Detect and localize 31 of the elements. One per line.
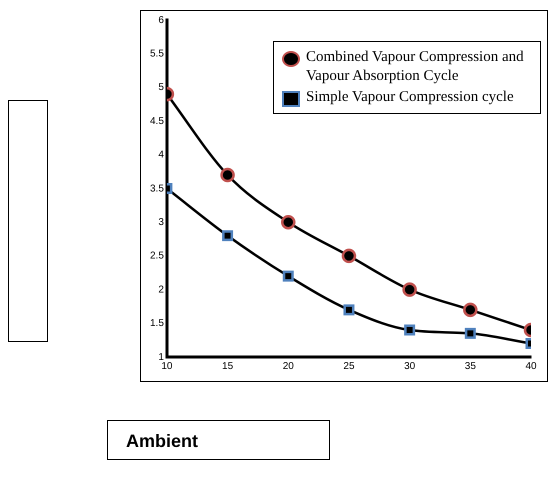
point [222, 230, 234, 242]
y-tick-label: 5.5 [150, 48, 164, 60]
x-tick-label: 30 [404, 360, 416, 372]
point [342, 248, 356, 264]
point [343, 304, 354, 316]
point [464, 328, 476, 339]
point [282, 270, 294, 282]
x-tick-label: 25 [343, 360, 355, 372]
y-tick-label: 4.5 [150, 116, 164, 127]
x-axis-title: Ambient [107, 420, 330, 460]
x-tick-label: 15 [222, 360, 234, 372]
x-tick-label: 40 [525, 360, 537, 372]
point [463, 302, 478, 318]
point [404, 324, 416, 336]
legend-label: Combined Vapour Compression and Vapour Absorption Cycle [306, 48, 525, 86]
y-tick-label: 4 [158, 150, 164, 161]
legend-label: Simple Vapour Compression cycle [306, 88, 514, 107]
point [220, 168, 235, 182]
y-tick-label: 5 [158, 82, 164, 94]
x-tick-label: 35 [464, 360, 476, 372]
y-tick-label: 1 [158, 352, 164, 363]
y-tick-label: 3.5 [150, 183, 164, 194]
y-tick-label: 3 [158, 216, 164, 228]
y-tick-label: 6 [158, 14, 164, 26]
y-tick-label: 2.5 [150, 250, 164, 262]
x-tick-label: 10 [161, 360, 173, 372]
point [281, 214, 296, 230]
y-tick-label: 2 [158, 284, 164, 296]
x-tick-label: 20 [282, 360, 294, 372]
y-tick-label: 1.5 [150, 318, 164, 330]
point [402, 282, 417, 297]
